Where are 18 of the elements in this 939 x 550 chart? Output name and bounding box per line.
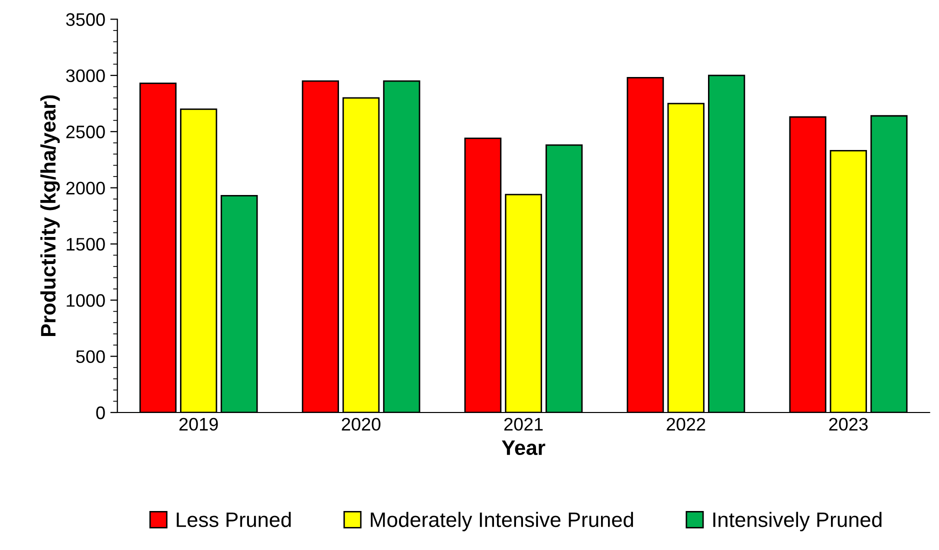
y-tick-label: 0 (96, 406, 105, 420)
x-tick-label: 2019 (179, 418, 218, 431)
x-tick-label: 2023 (829, 418, 868, 431)
x-tick-label: 2021 (504, 418, 543, 431)
legend-label: Less Pruned (176, 512, 291, 528)
y-axis-title: Productivity (kg/ha/year) (40, 95, 60, 336)
y-tick-label: 1000 (66, 294, 105, 307)
legend-label: Intensively Pruned (713, 512, 882, 532)
y-tick-label: 3500 (66, 13, 105, 26)
y-tick-label: 1500 (66, 238, 105, 251)
legend-label: Moderately Intensive Pruned (370, 512, 634, 532)
x-tick-label: 2020 (342, 418, 380, 431)
y-tick-label: 500 (76, 350, 105, 364)
y-tick-label: 2000 (66, 182, 105, 195)
y-tick-label: 3000 (66, 69, 105, 82)
x-tick-label: 2022 (666, 418, 706, 431)
y-tick-label: 2500 (66, 126, 105, 138)
x-axis-title: Year (502, 440, 546, 456)
